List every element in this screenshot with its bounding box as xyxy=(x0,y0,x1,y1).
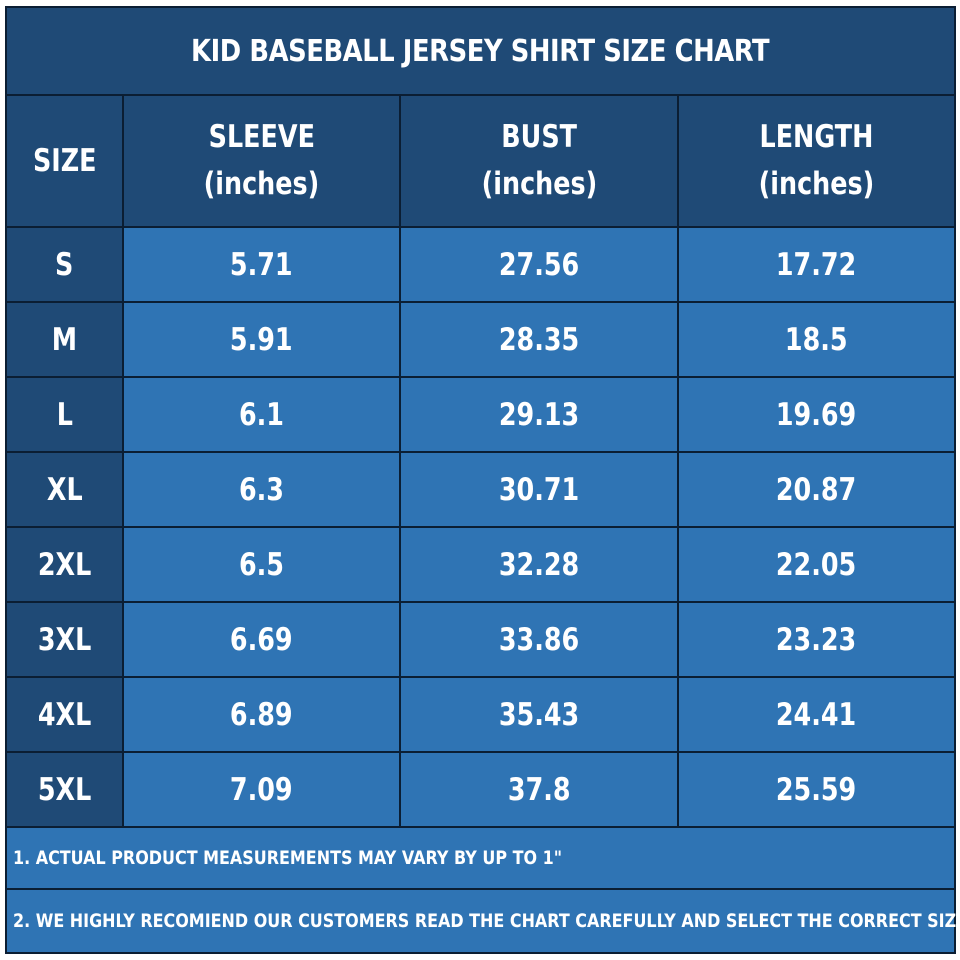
table-row-size: S xyxy=(7,228,122,301)
size-label: 5XL xyxy=(37,771,92,808)
size-label: M xyxy=(51,321,78,358)
size-chart-table: KID BASEBALL JERSEY SHIRT SIZE CHART SIZ… xyxy=(5,6,960,954)
chart-title-text: KID BASEBALL JERSEY SHIRT SIZE CHART xyxy=(191,33,770,69)
length-value: 20.87 xyxy=(776,471,857,508)
table-row-size: 2XL xyxy=(7,528,122,601)
table-cell-length: 25.59 xyxy=(679,753,954,826)
bust-value: 37.8 xyxy=(507,771,571,808)
sleeve-value: 5.91 xyxy=(230,321,293,358)
table-cell-sleeve: 5.91 xyxy=(124,303,399,376)
table-cell-bust: 28.35 xyxy=(401,303,677,376)
size-label: XL xyxy=(46,471,83,508)
table-cell-bust: 33.86 xyxy=(401,603,677,676)
table-cell-bust: 29.13 xyxy=(401,378,677,451)
table-row-size: 4XL xyxy=(7,678,122,751)
note-read-chart: 2. WE HIGHLY RECOMIEND OUR CUSTOMERS REA… xyxy=(7,890,960,952)
table-cell-length: 18.5 xyxy=(679,303,954,376)
header-bust-label: BUST xyxy=(501,119,577,155)
bust-value: 28.35 xyxy=(498,321,580,358)
bust-value: 32.28 xyxy=(498,546,580,583)
table-row-size: 5XL xyxy=(7,753,122,826)
table-cell-sleeve: 7.09 xyxy=(124,753,399,826)
table-cell-length: 17.72 xyxy=(679,228,954,301)
length-value: 24.41 xyxy=(776,696,857,733)
bust-value: 35.43 xyxy=(498,696,580,733)
note-text: 1. ACTUAL PRODUCT MEASUREMENTS MAY VARY … xyxy=(13,847,563,869)
length-value: 23.23 xyxy=(776,621,857,658)
size-label: 4XL xyxy=(37,696,92,733)
sleeve-value: 6.69 xyxy=(230,621,293,658)
sleeve-value: 6.1 xyxy=(238,396,285,433)
table-cell-bust: 37.8 xyxy=(401,753,677,826)
length-value: 22.05 xyxy=(776,546,857,583)
bust-value: 29.13 xyxy=(498,396,580,433)
size-label: L xyxy=(56,396,73,433)
header-sleeve-unit: (inches) xyxy=(203,166,320,202)
sleeve-value: 7.09 xyxy=(230,771,293,808)
table-cell-bust: 30.71 xyxy=(401,453,677,526)
table-cell-sleeve: 6.3 xyxy=(124,453,399,526)
table-cell-bust: 35.43 xyxy=(401,678,677,751)
table-cell-sleeve: 6.69 xyxy=(124,603,399,676)
table-cell-length: 19.69 xyxy=(679,378,954,451)
table-cell-length: 24.41 xyxy=(679,678,954,751)
table-cell-length: 23.23 xyxy=(679,603,954,676)
header-length-unit: (inches) xyxy=(758,166,875,202)
header-size: SIZE xyxy=(7,96,122,226)
table-row-size: M xyxy=(7,303,122,376)
table-cell-sleeve: 6.89 xyxy=(124,678,399,751)
table-cell-length: 22.05 xyxy=(679,528,954,601)
length-value: 19.69 xyxy=(776,396,857,433)
sleeve-value: 6.5 xyxy=(238,546,285,583)
header-length: LENGTH (inches) xyxy=(679,96,954,226)
header-bust-unit: (inches) xyxy=(481,166,597,202)
length-value: 25.59 xyxy=(776,771,857,808)
sleeve-value: 6.3 xyxy=(238,471,285,508)
header-size-label: SIZE xyxy=(32,143,97,179)
sleeve-value: 5.71 xyxy=(230,246,293,283)
size-label: 3XL xyxy=(37,621,92,658)
table-cell-sleeve: 6.1 xyxy=(124,378,399,451)
sleeve-value: 6.89 xyxy=(230,696,293,733)
table-row-size: L xyxy=(7,378,122,451)
header-sleeve-label: SLEEVE xyxy=(208,119,315,155)
header-bust: BUST (inches) xyxy=(401,96,677,226)
length-value: 18.5 xyxy=(785,321,848,358)
table-cell-sleeve: 6.5 xyxy=(124,528,399,601)
table-cell-bust: 27.56 xyxy=(401,228,677,301)
size-label: 2XL xyxy=(37,546,92,583)
header-sleeve: SLEEVE (inches) xyxy=(124,96,399,226)
note-measurement-variance: 1. ACTUAL PRODUCT MEASUREMENTS MAY VARY … xyxy=(7,828,954,888)
table-row-size: XL xyxy=(7,453,122,526)
chart-title: KID BASEBALL JERSEY SHIRT SIZE CHART xyxy=(7,8,954,94)
note-text: 2. WE HIGHLY RECOMIEND OUR CUSTOMERS REA… xyxy=(13,910,960,932)
bust-value: 30.71 xyxy=(498,471,580,508)
header-length-label: LENGTH xyxy=(759,119,874,155)
bust-value: 27.56 xyxy=(498,246,580,283)
table-cell-bust: 32.28 xyxy=(401,528,677,601)
table-cell-sleeve: 5.71 xyxy=(124,228,399,301)
length-value: 17.72 xyxy=(776,246,857,283)
table-row-size: 3XL xyxy=(7,603,122,676)
table-cell-length: 20.87 xyxy=(679,453,954,526)
bust-value: 33.86 xyxy=(498,621,580,658)
size-label: S xyxy=(55,246,74,283)
